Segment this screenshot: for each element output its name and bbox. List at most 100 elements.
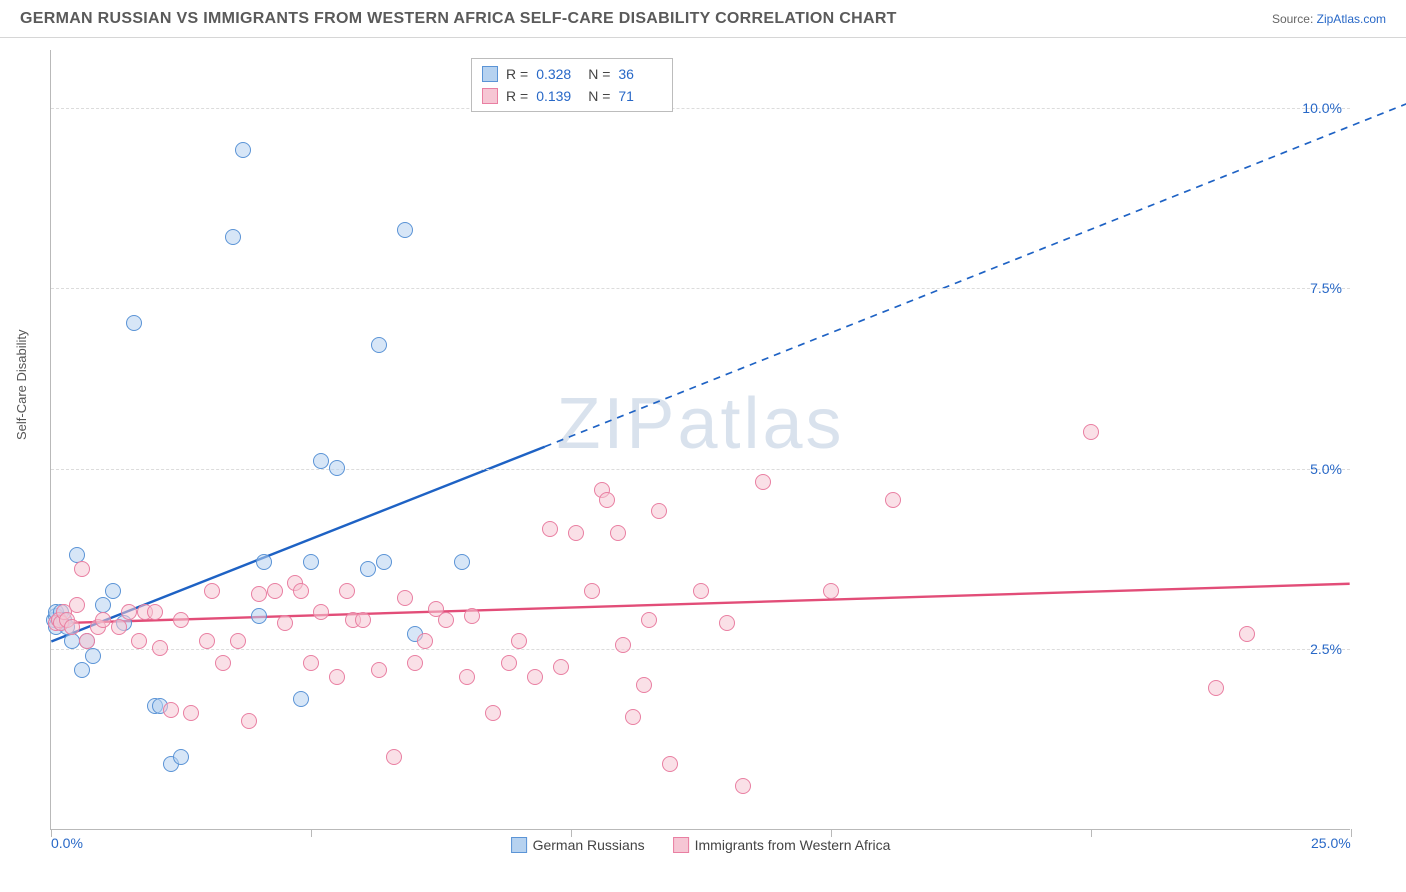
data-point	[651, 503, 667, 519]
x-tick-label: 25.0%	[1311, 835, 1351, 851]
legend-swatch	[511, 837, 527, 853]
data-point	[625, 709, 641, 725]
legend-label: Immigrants from Western Africa	[695, 837, 891, 853]
data-point	[256, 554, 272, 570]
data-point	[95, 612, 111, 628]
data-point	[199, 633, 215, 649]
data-point	[355, 612, 371, 628]
data-point	[376, 554, 392, 570]
data-point	[64, 619, 80, 635]
data-point	[542, 521, 558, 537]
data-point	[454, 554, 470, 570]
n-value: 36	[618, 66, 662, 82]
data-point	[293, 691, 309, 707]
chart-header: GERMAN RUSSIAN VS IMMIGRANTS FROM WESTER…	[0, 0, 1406, 38]
data-point	[126, 315, 142, 331]
x-tick	[311, 829, 312, 837]
x-tick	[1351, 829, 1352, 837]
r-value: 0.328	[536, 66, 580, 82]
stat-row: R = 0.328 N = 36	[482, 63, 662, 85]
y-tick-label: 7.5%	[1310, 280, 1342, 296]
data-point	[417, 633, 433, 649]
data-point	[329, 669, 345, 685]
r-label: R =	[506, 66, 528, 82]
data-point	[215, 655, 231, 671]
data-point	[636, 677, 652, 693]
data-point	[735, 778, 751, 794]
y-axis-label: Self-Care Disability	[14, 329, 29, 440]
r-value: 0.139	[536, 88, 580, 104]
r-label: R =	[506, 88, 528, 104]
source-link[interactable]: ZipAtlas.com	[1317, 12, 1386, 26]
data-point	[527, 669, 543, 685]
data-point	[111, 619, 127, 635]
data-point	[584, 583, 600, 599]
watermark: ZIPatlas	[556, 383, 844, 465]
data-point	[360, 561, 376, 577]
data-point	[599, 492, 615, 508]
data-point	[235, 142, 251, 158]
data-point	[267, 583, 283, 599]
data-point	[251, 586, 267, 602]
data-point	[329, 460, 345, 476]
data-point	[293, 583, 309, 599]
data-point	[719, 615, 735, 631]
legend-item: Immigrants from Western Africa	[673, 837, 891, 853]
data-point	[105, 583, 121, 599]
data-point	[438, 612, 454, 628]
data-point	[501, 655, 517, 671]
data-point	[79, 633, 95, 649]
data-point	[225, 229, 241, 245]
data-point	[147, 604, 163, 620]
y-tick-label: 2.5%	[1310, 641, 1342, 657]
data-point	[313, 453, 329, 469]
data-point	[511, 633, 527, 649]
series-swatch	[482, 88, 498, 104]
data-point	[131, 633, 147, 649]
x-tick	[1091, 829, 1092, 837]
data-point	[173, 612, 189, 628]
data-point	[485, 705, 501, 721]
data-point	[277, 615, 293, 631]
correlation-stats-box: R =0.328N =36R =0.139N =71	[471, 58, 673, 112]
y-tick-label: 10.0%	[1302, 100, 1342, 116]
data-point	[1239, 626, 1255, 642]
data-point	[459, 669, 475, 685]
data-point	[121, 604, 137, 620]
gridline	[51, 469, 1350, 470]
data-point	[386, 749, 402, 765]
data-point	[313, 604, 329, 620]
data-point	[251, 608, 267, 624]
data-point	[885, 492, 901, 508]
data-point	[173, 749, 189, 765]
data-point	[303, 554, 319, 570]
stat-row: R =0.139N =71	[482, 85, 662, 107]
data-point	[230, 633, 246, 649]
data-point	[662, 756, 678, 772]
legend-swatch	[673, 837, 689, 853]
gridline	[51, 288, 1350, 289]
data-point	[568, 525, 584, 541]
data-point	[371, 662, 387, 678]
data-point	[615, 637, 631, 653]
n-label: N =	[588, 66, 610, 82]
data-point	[303, 655, 319, 671]
data-point	[464, 608, 480, 624]
scatter-plot-area: ZIPatlas 2.5%5.0%7.5%10.0%0.0%25.0%R =0.…	[50, 50, 1350, 830]
data-point	[553, 659, 569, 675]
data-point	[371, 337, 387, 353]
x-tick	[571, 829, 572, 837]
x-tick	[831, 829, 832, 837]
data-point	[163, 702, 179, 718]
source-label: Source: ZipAtlas.com	[1272, 12, 1386, 26]
data-point	[397, 222, 413, 238]
data-point	[204, 583, 220, 599]
data-point	[69, 597, 85, 613]
data-point	[85, 648, 101, 664]
data-point	[1208, 680, 1224, 696]
data-point	[64, 633, 80, 649]
x-tick-label: 0.0%	[51, 835, 83, 851]
n-label: N =	[588, 88, 610, 104]
data-point	[397, 590, 413, 606]
chart-title: GERMAN RUSSIAN VS IMMIGRANTS FROM WESTER…	[20, 10, 897, 28]
